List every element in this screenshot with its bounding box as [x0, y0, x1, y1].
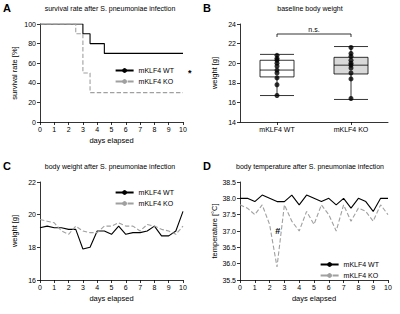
svg-text:1: 1 — [52, 284, 56, 291]
svg-text:mKLF4 KO: mKLF4 KO — [139, 78, 174, 85]
svg-text:6: 6 — [124, 126, 128, 133]
svg-text:weight [g]: weight [g] — [210, 57, 219, 90]
svg-text:4: 4 — [95, 284, 99, 291]
svg-text:body temperature after S. pneu: body temperature after S. pneumoniae inf… — [236, 163, 384, 171]
svg-text:36.0: 36.0 — [222, 260, 236, 267]
svg-text:D: D — [203, 160, 211, 172]
svg-text:0: 0 — [238, 284, 242, 291]
svg-text:days elapsed: days elapsed — [89, 136, 133, 145]
svg-text:days elapsed: days elapsed — [292, 294, 336, 303]
svg-text:20: 20 — [28, 211, 36, 218]
svg-text:37.5: 37.5 — [222, 211, 236, 218]
svg-text:baseline body weight: baseline body weight — [277, 5, 342, 13]
svg-text:10: 10 — [179, 284, 187, 291]
svg-text:5: 5 — [110, 126, 114, 133]
svg-text:38.0: 38.0 — [222, 195, 236, 202]
svg-text:24: 24 — [228, 21, 236, 28]
svg-text:8: 8 — [356, 284, 360, 291]
svg-text:0: 0 — [32, 119, 36, 126]
svg-text:36.5: 36.5 — [222, 244, 236, 251]
svg-text:8: 8 — [152, 126, 156, 133]
svg-text:10: 10 — [179, 126, 187, 133]
svg-text:40: 40 — [28, 79, 36, 86]
svg-text:9: 9 — [371, 284, 375, 291]
svg-text:3: 3 — [81, 126, 85, 133]
svg-text:7: 7 — [342, 284, 346, 291]
svg-text:mKLF4 KO: mKLF4 KO — [334, 126, 369, 133]
svg-text:20: 20 — [228, 60, 236, 67]
svg-text:C: C — [3, 160, 11, 172]
svg-text:6: 6 — [124, 284, 128, 291]
svg-text:mKLF4 WT: mKLF4 WT — [344, 261, 380, 268]
svg-text:days elapsed: days elapsed — [89, 294, 133, 303]
svg-text:mKLF4 WT: mKLF4 WT — [139, 67, 175, 74]
svg-text:body weight after S. pneumonia: body weight after S. pneumoniae infectio… — [45, 163, 175, 171]
svg-text:5: 5 — [110, 284, 114, 291]
svg-text:B: B — [203, 2, 211, 14]
svg-text:7: 7 — [138, 126, 142, 133]
svg-text:10: 10 — [384, 284, 392, 291]
svg-text:1: 1 — [253, 284, 257, 291]
svg-text:22: 22 — [228, 40, 236, 47]
svg-text:7: 7 — [138, 284, 142, 291]
svg-text:1: 1 — [52, 126, 56, 133]
svg-text:5: 5 — [312, 284, 316, 291]
svg-text:2: 2 — [268, 284, 272, 291]
svg-text:survival rate after S. pneumon: survival rate after S. pneumoniae infect… — [45, 5, 176, 13]
svg-text:mKLF4 KO: mKLF4 KO — [344, 272, 379, 279]
svg-text:survival rate [%]: survival rate [%] — [10, 46, 19, 99]
svg-text:20: 20 — [28, 99, 36, 106]
svg-text:18: 18 — [228, 79, 236, 86]
svg-text:#: # — [275, 226, 280, 236]
svg-text:temperature [°C]: temperature [°C] — [210, 203, 219, 258]
svg-text:80: 80 — [28, 40, 36, 47]
svg-text:60: 60 — [28, 60, 36, 67]
svg-text:mKLF4 WT: mKLF4 WT — [139, 189, 175, 196]
svg-text:3: 3 — [81, 284, 85, 291]
svg-text:6: 6 — [327, 284, 331, 291]
svg-text:4: 4 — [297, 284, 301, 291]
svg-text:38.5: 38.5 — [222, 179, 236, 186]
svg-text:4: 4 — [95, 126, 99, 133]
svg-text:100: 100 — [24, 21, 36, 28]
svg-text:mKLF4 KO: mKLF4 KO — [139, 200, 174, 207]
svg-text:*: * — [188, 68, 192, 78]
svg-text:2: 2 — [67, 284, 71, 291]
svg-text:16: 16 — [228, 99, 236, 106]
svg-text:18: 18 — [28, 244, 36, 251]
svg-text:9: 9 — [167, 126, 171, 133]
svg-text:16: 16 — [28, 277, 36, 284]
svg-text:35.5: 35.5 — [222, 277, 236, 284]
svg-text:n.s.: n.s. — [308, 26, 319, 33]
svg-text:0: 0 — [38, 284, 42, 291]
svg-text:2: 2 — [67, 126, 71, 133]
svg-text:0: 0 — [38, 126, 42, 133]
svg-text:weight [g]: weight [g] — [10, 215, 19, 248]
svg-text:14: 14 — [228, 119, 236, 126]
svg-text:8: 8 — [152, 284, 156, 291]
svg-text:3: 3 — [282, 284, 286, 291]
svg-text:9: 9 — [167, 284, 171, 291]
svg-text:mKLF4 WT: mKLF4 WT — [259, 126, 295, 133]
svg-text:A: A — [3, 2, 11, 14]
svg-text:22: 22 — [28, 179, 36, 186]
svg-text:37.0: 37.0 — [222, 228, 236, 235]
